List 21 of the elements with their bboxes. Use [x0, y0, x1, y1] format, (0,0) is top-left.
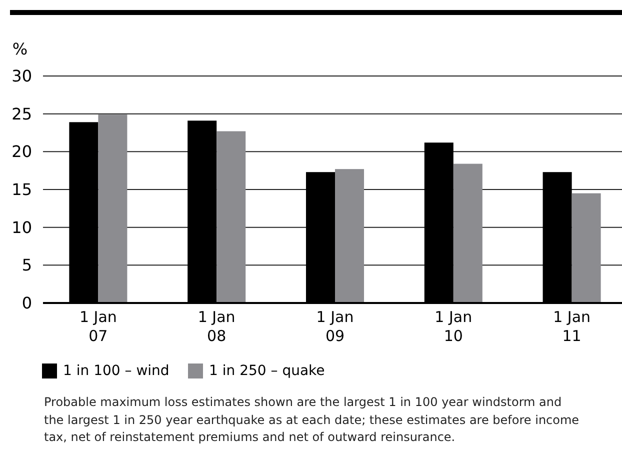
- x-tick-label: 1 Jan 11: [553, 308, 591, 345]
- y-tick-label: 25: [12, 104, 32, 124]
- text: Probable maximum loss estimates shown are the largest 1 in 100 year windstorm and the largest 1 in 250 year earthquake as at each date; these estimates are before income tax, net of reinstatement premiums and net of outward reinsurance.: [44, 394, 580, 446]
- y-tick-label: 20: [12, 142, 32, 162]
- y-tick-label: 15: [12, 180, 32, 199]
- x-tick-label: 1 Jan 09: [316, 308, 354, 345]
- bar: [216, 131, 246, 303]
- y-axis-title: %: [12, 40, 28, 58]
- y-tick-label: 30: [12, 66, 32, 86]
- x-tick-label: 1 Jan 08: [198, 308, 236, 345]
- y-tick-label: 10: [12, 218, 32, 237]
- legend-label: 1 in 250 – quake: [209, 363, 325, 379]
- x-tick-label: 1 Jan 10: [434, 308, 472, 345]
- y-tick-label: 5: [22, 256, 32, 275]
- x-tick-label: 1 Jan 07: [79, 308, 117, 345]
- legend-label: 1 in 100 – wind: [63, 363, 170, 379]
- bar: [453, 164, 482, 303]
- bar: [98, 114, 128, 303]
- bar: [572, 193, 601, 303]
- y-tick-label: 0: [22, 294, 32, 312]
- bar: [335, 169, 364, 303]
